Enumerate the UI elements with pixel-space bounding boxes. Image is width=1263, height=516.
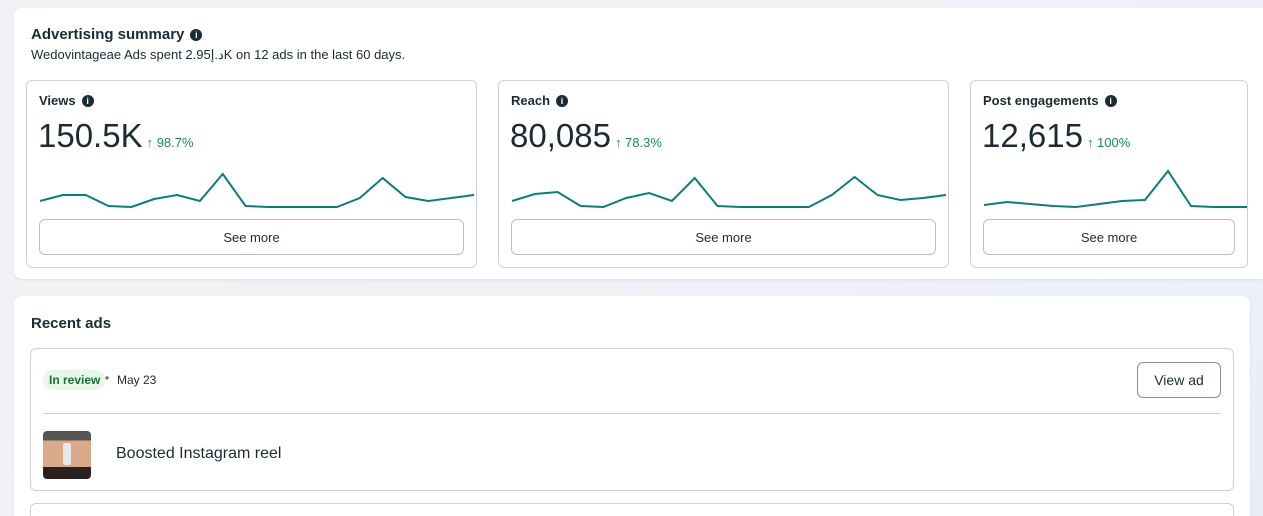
ad-date: May 23 <box>117 373 157 387</box>
metric-title: Views i <box>39 93 94 108</box>
metric-card-reach: Reach i 80,085 ↑ 78.3% See more <box>498 80 949 268</box>
advertising-summary-panel: Advertising summary i Wedovintageae Ads s… <box>14 8 1263 279</box>
metric-value-text: 150.5K <box>38 117 143 154</box>
see-more-button[interactable]: See more <box>39 219 464 255</box>
ad-card: In review • May 23 View ad Boosted Insta… <box>30 348 1234 491</box>
sparkline-line <box>39 172 475 209</box>
ad-name: Boosted Instagram reel <box>116 445 282 462</box>
sparkline <box>39 172 475 209</box>
metric-title-text: Post engagements <box>983 93 1099 108</box>
info-icon[interactable]: i <box>1104 95 1117 107</box>
ad-thumbnail[interactable] <box>43 431 91 479</box>
sparkline <box>983 169 1247 209</box>
info-icon[interactable]: i <box>556 95 569 107</box>
recent-ads-panel: Recent ads In review • May 23 View ad Bo… <box>14 296 1250 516</box>
metric-title-text: Reach <box>511 93 551 108</box>
summary-title-text: Advertising summary <box>31 26 185 43</box>
separator-dot: • <box>105 371 110 385</box>
status-badge: In review <box>43 370 107 390</box>
info-icon[interactable]: i <box>81 95 94 107</box>
metric-change: ↑ 98.7% <box>146 135 194 150</box>
info-icon[interactable]: i <box>190 29 203 41</box>
see-more-button[interactable]: See more <box>511 219 936 255</box>
metric-title: Post engagements i <box>983 93 1117 108</box>
metric-change: ↑ 78.3% <box>614 135 662 150</box>
see-more-button[interactable]: See more <box>983 219 1235 255</box>
metric-change: ↑ 100% <box>1086 135 1131 150</box>
view-ad-button[interactable]: View ad <box>1137 362 1221 398</box>
summary-subtitle: Wedovintageae Ads spent 2.95د.إK on 12 a… <box>31 47 406 62</box>
metric-value-text: 80,085 <box>510 117 611 154</box>
metric-value-text: 12,615 <box>982 117 1083 154</box>
divider <box>43 413 1221 414</box>
sparkline-line <box>983 169 1247 209</box>
metric-value: 150.5K ↑ 98.7% <box>38 117 194 155</box>
metric-title: Reach i <box>511 93 569 108</box>
metric-card-post-engagements: Post engagements i 12,615 ↑ 100% See more <box>970 80 1248 268</box>
metric-card-views: Views i 150.5K ↑ 98.7% See more <box>26 80 477 268</box>
summary-title: Advertising summary i <box>31 26 203 43</box>
metric-value: 80,085 ↑ 78.3% <box>510 117 662 155</box>
sparkline-line <box>511 175 947 209</box>
recent-ads-title: Recent ads <box>31 315 112 332</box>
sparkline <box>511 175 947 209</box>
metric-value: 12,615 ↑ 100% <box>982 117 1130 155</box>
metric-title-text: Views <box>39 93 76 108</box>
ad-card <box>30 503 1234 516</box>
